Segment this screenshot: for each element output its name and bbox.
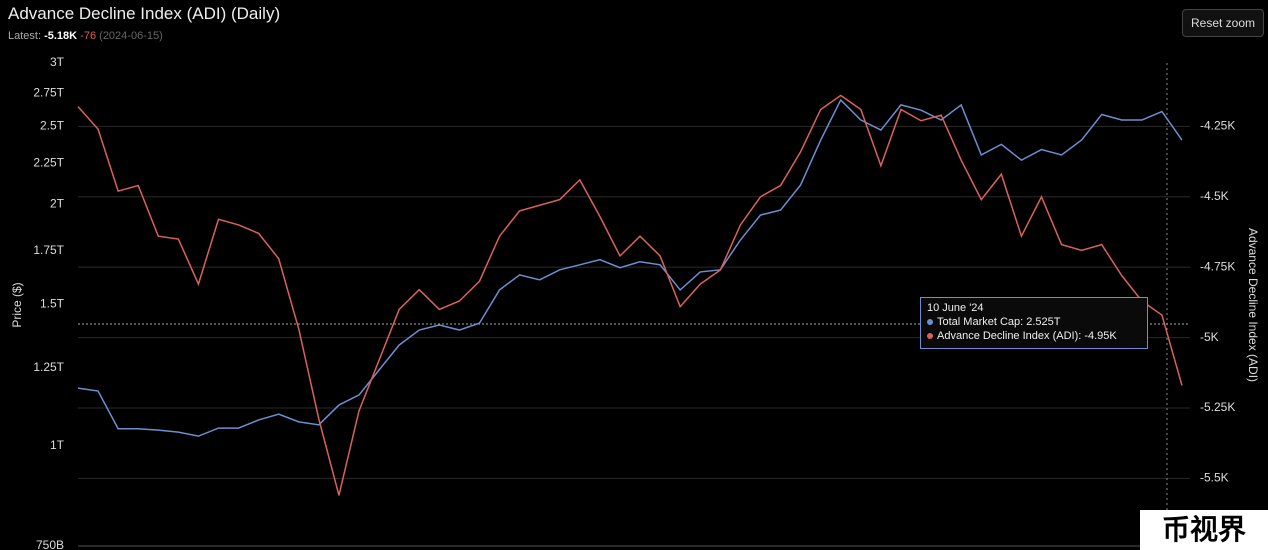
y2-axis-title: Advance Decline Index (ADI)	[1246, 228, 1260, 382]
y-tick-label: 1T	[50, 438, 65, 452]
tooltip-text: Advance Decline Index (ADI): -4.95K	[937, 330, 1117, 342]
chart-title: Advance Decline Index (ADI) (Daily)	[8, 4, 281, 23]
y-tick-label: 3T	[50, 55, 65, 69]
y-tick-label: 2.5T	[40, 119, 65, 133]
y-tick-label: 1.25T	[33, 360, 64, 374]
line-series	[77, 94, 1183, 496]
tooltip-line: Total Market Cap: 2.525T	[927, 316, 1141, 328]
y-tick-label: 2T	[50, 196, 65, 210]
y2-tick-label: -5.5K	[1200, 471, 1229, 485]
tooltip-line: Advance Decline Index (ADI): -4.95K	[927, 330, 1141, 342]
y2-tick-label: -4.25K	[1200, 119, 1235, 133]
line-series	[77, 98, 1183, 437]
reset-zoom-button[interactable]: Reset zoom	[1182, 9, 1264, 37]
header: Advance Decline Index (ADI) (Daily) Late…	[8, 4, 280, 42]
y-tick-label: 750B	[36, 538, 64, 550]
y-tick-label: 2.75T	[33, 85, 64, 99]
latest-change: -76	[80, 30, 97, 42]
y-tick-label: 2.25T	[33, 155, 64, 169]
y-tick-label: 1.5T	[40, 297, 65, 311]
tooltip-date: 10 June '24	[927, 302, 984, 314]
tooltip: 10 June '24 Total Market Cap: 2.525T Adv…	[920, 297, 1148, 349]
y2-tick-label: -5.25K	[1200, 400, 1235, 414]
y2-tick-label: -4.5K	[1200, 189, 1229, 203]
latest-value: -5.18K	[44, 30, 78, 42]
y2-tick-label: -4.75K	[1200, 259, 1235, 273]
watermark: 币视界	[1140, 510, 1268, 550]
latest: Latest: -5.18K -76 (2024-06-15)	[8, 30, 280, 42]
tooltip-text: Total Market Cap: 2.525T	[937, 316, 1061, 328]
y-tick-label: 1.75T	[33, 243, 64, 257]
latest-date: (2024-06-15)	[99, 30, 163, 42]
y-axis-title: Price ($)	[10, 282, 24, 327]
latest-label: Latest:	[8, 30, 42, 42]
y2-tick-label: -5K	[1200, 330, 1219, 344]
